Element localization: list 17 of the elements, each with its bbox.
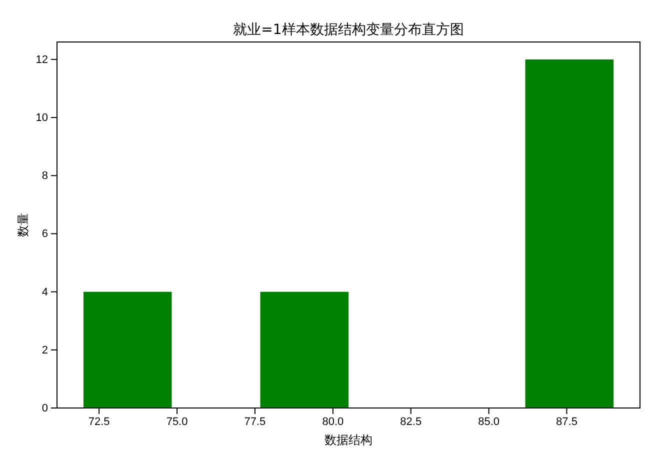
- y-tick-label: 2: [42, 344, 48, 356]
- y-tick-label: 0: [42, 402, 48, 415]
- x-tick-label: 85.0: [478, 416, 500, 428]
- y-tick-label: 6: [42, 228, 48, 240]
- y-axis-title: 数量: [16, 213, 30, 237]
- y-tick-label: 8: [42, 170, 48, 182]
- y-tick-label: 4: [42, 286, 48, 298]
- y-tick-label: 12: [36, 54, 48, 66]
- y-tick-label: 10: [36, 112, 48, 124]
- x-tick-label: 72.5: [88, 416, 110, 428]
- chart-title: 就业=1样本数据结构变量分布直方图: [233, 22, 464, 38]
- x-tick-label: 77.5: [244, 416, 266, 428]
- x-tick-label: 75.0: [166, 416, 188, 428]
- x-tick-label: 80.0: [322, 416, 344, 428]
- x-tick-label: 82.5: [400, 416, 422, 428]
- x-axis-title: 数据结构: [324, 433, 372, 447]
- x-tick-label: 87.5: [556, 416, 578, 428]
